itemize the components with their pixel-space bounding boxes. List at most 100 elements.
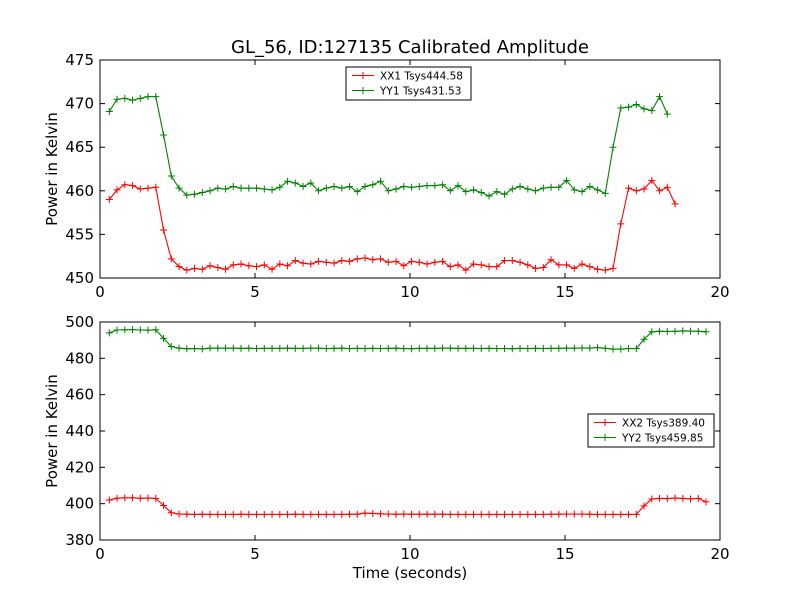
top-legend-marker: [359, 87, 367, 94]
top-series-1-point: [384, 258, 392, 266]
top-y-tick-label: 470: [65, 95, 94, 113]
top-series-1-point: [532, 264, 540, 272]
bottom-series-2-point: [477, 345, 485, 353]
bottom-series-2-point: [539, 345, 547, 353]
top-series-1-point: [648, 176, 656, 184]
bottom-series-1-point: [144, 494, 152, 502]
top-series-1-point: [439, 257, 447, 265]
top-series-1-point: [555, 261, 563, 269]
bottom-legend-marker: [601, 419, 609, 426]
bottom-series-1-point: [299, 510, 307, 518]
bottom-series-2-point: [214, 344, 222, 352]
bottom-series-2-point: [144, 326, 152, 334]
top-series-1-point: [570, 264, 578, 272]
bottom-series-1-point: [555, 510, 563, 518]
top-series-2-point: [501, 190, 509, 198]
top-series-1-point: [524, 261, 532, 269]
figure-title: GL_56, ID:127135 Calibrated Amplitude: [231, 37, 589, 58]
bottom-series-2-point: [276, 344, 284, 352]
bottom-series-2-point: [377, 345, 385, 353]
top-series-2-point: [377, 177, 385, 185]
top-series-2-point: [191, 190, 199, 198]
top-series-1-point: [353, 255, 361, 263]
bottom-series-1-point: [361, 509, 369, 517]
bottom-series-2-point: [338, 344, 346, 352]
top-series-2-point: [625, 103, 633, 111]
bottom-y-tick-label: 500: [65, 313, 94, 331]
top-series-1-point: [191, 264, 199, 272]
bottom-series-1-point: [198, 510, 206, 518]
bottom-series-1-point: [307, 510, 315, 518]
bottom-series-2-point: [361, 345, 369, 353]
top-series-1-point: [237, 260, 245, 268]
bottom-series-2-point: [446, 344, 454, 352]
bottom-series-2-point: [191, 345, 199, 353]
top-series-2-point: [516, 182, 524, 190]
top-series-1-point: [446, 263, 454, 271]
bottom-legend-box: [587, 413, 715, 448]
top-series-1-point: [144, 184, 152, 192]
bottom-legend-label: YY2 Tsys459.85: [621, 433, 703, 445]
bottom-series-1-point: [346, 510, 354, 518]
top-series-2-point: [206, 187, 214, 195]
top-series-1-point: [508, 257, 516, 265]
bottom-series-1-point: [175, 510, 183, 518]
bottom-series-2-point: [245, 344, 253, 352]
top-series-1-point: [113, 186, 121, 194]
top-series-2-point: [307, 179, 315, 187]
top-series-1-point: [423, 260, 431, 268]
bottom-series-2-point: [462, 344, 470, 352]
bottom-series-2-point: [601, 344, 609, 352]
top-series-1-point: [516, 258, 524, 266]
top-series-2-point: [555, 183, 563, 191]
bottom-series-2-point: [346, 345, 354, 353]
bottom-series-1-point: [648, 495, 656, 503]
bottom-series-2-point: [291, 344, 299, 352]
top-series-1-point: [284, 262, 292, 270]
bottom-legend-label: XX2 Tsys389.40: [622, 418, 705, 430]
top-series-1-point: [214, 264, 222, 272]
bottom-series-1-point: [570, 510, 578, 518]
top-series-1-point: [152, 183, 160, 191]
bottom-series-1-point: [377, 510, 385, 518]
top-series-2-point: [214, 184, 222, 192]
top-series-1-point: [377, 255, 385, 263]
top-series-1-point: [338, 257, 346, 265]
bottom-series-1-point: [222, 510, 230, 518]
bottom-series-2-point: [532, 344, 540, 352]
top-series-2-point: [570, 186, 578, 194]
bottom-y-tick-label: 400: [65, 495, 94, 513]
bottom-legend: XX2 Tsys389.40 YY2 Tsys459.85: [587, 413, 715, 448]
bottom-series-1-point: [245, 510, 253, 518]
bottom-x-tick-label: 15: [555, 545, 574, 563]
top-series-1-point: [477, 261, 485, 269]
bottom-series-1-point: [609, 510, 617, 518]
top-series-2-point: [617, 104, 625, 112]
bottom-series-2-point: [183, 345, 191, 353]
top-series-1-point: [656, 187, 664, 195]
top-series-2-point: [578, 188, 586, 196]
bottom-series-2-point: [253, 345, 261, 353]
top-series-2-point: [470, 186, 478, 194]
top-series-1-point: [539, 264, 547, 272]
bottom-series-1-point: [113, 494, 121, 502]
bottom-series-2-point: [307, 344, 315, 352]
top-series-1-point: [183, 266, 191, 274]
bottom-series-2-point: [330, 344, 338, 352]
bottom-y-tick-label: 460: [65, 386, 94, 404]
bottom-series-2-point: [206, 344, 214, 352]
bottom-series-2-point: [586, 344, 594, 352]
top-x-tick-label: 15: [555, 283, 574, 301]
bottom-series-1-point: [214, 510, 222, 518]
bottom-series-2-point: [470, 344, 478, 352]
top-series-1-point: [175, 263, 183, 271]
bottom-series-2-point: [284, 344, 292, 352]
top-y-tick-label: 455: [65, 225, 94, 243]
top-series-1-point: [136, 185, 144, 193]
top-series-1-point: [268, 265, 276, 273]
top-legend-box: [345, 66, 472, 101]
bottom-x-tick-label: 10: [400, 545, 419, 563]
bottom-series-1-point: [532, 510, 540, 518]
bottom-series-2-point: [268, 344, 276, 352]
top-series-1-point: [470, 260, 478, 268]
